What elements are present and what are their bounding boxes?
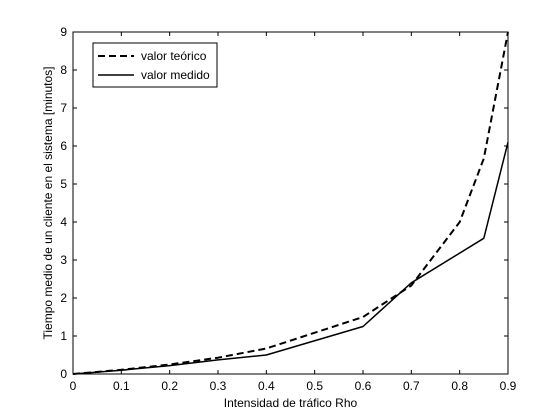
y-tick-label: 9 [60, 25, 67, 39]
y-tick-label: 3 [60, 253, 67, 267]
y-tick-label: 0 [60, 367, 67, 381]
y-tick-label: 6 [60, 139, 67, 153]
y-tick-label: 1 [60, 329, 67, 343]
plot-area [72, 31, 509, 375]
x-axis-label: Intensidad de tráfico Rho [224, 396, 358, 410]
legend-box [92, 42, 218, 88]
series-lines [72, 31, 509, 375]
legend-label-valor-teorico: valor teórico [141, 49, 207, 63]
legend: valor teórico valor medido [92, 42, 218, 88]
series-line-valor-medido [72, 142, 509, 375]
x-tick-label: 0.5 [306, 379, 323, 393]
y-tick-label: 7 [60, 101, 67, 115]
x-tick-label: 0.9 [500, 379, 517, 393]
x-tick-label: 0.6 [355, 379, 372, 393]
y-tick-label: 5 [60, 177, 67, 191]
y-tick-label: 8 [60, 63, 67, 77]
x-tick-label: 0.4 [258, 379, 275, 393]
x-tick-label: 0.1 [113, 379, 130, 393]
x-tick-label: 0.2 [161, 379, 178, 393]
x-tick-label: 0.3 [210, 379, 227, 393]
y-tick-label: 2 [60, 291, 67, 305]
axis-ticks: 0 0.1 0.2 0.3 0.4 0.5 0.6 0.7 0.8 0.9 0 1 2 3 4 5 6 7 8 9 [60, 25, 516, 393]
x-tick-label: 0.7 [403, 379, 420, 393]
y-tick-label: 4 [60, 215, 67, 229]
x-tick-label: 0 [70, 379, 77, 393]
y-axis-label: Tiempo medio de un cliente en el sistema… [41, 66, 55, 339]
x-tick-label: 0.8 [451, 379, 468, 393]
legend-label-valor-medido: valor medido [141, 68, 210, 82]
